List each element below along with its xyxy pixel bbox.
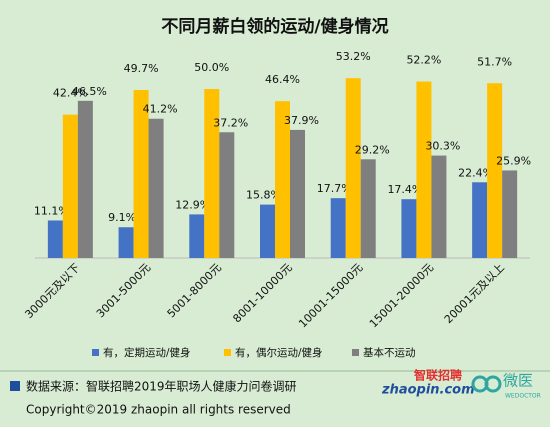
chart-title: 不同月薪白领的运动/健身情况 (161, 16, 388, 37)
data-label: 15.8% (246, 189, 281, 202)
bar (260, 204, 275, 258)
data-label: 41.2% (143, 103, 178, 116)
data-label: 12.9% (175, 198, 210, 211)
data-label: 22.4% (458, 166, 493, 179)
data-label: 25.9% (496, 154, 531, 167)
data-label: 9.1% (108, 211, 136, 224)
legend-label: 有，定期运动/健身 (103, 346, 191, 359)
data-label: 49.7% (124, 62, 159, 75)
bar (290, 129, 305, 258)
bar (204, 89, 220, 258)
bar (330, 198, 346, 258)
legend-label: 有，偶尔运动/健身 (235, 346, 323, 359)
bar (275, 101, 290, 258)
bar (487, 83, 503, 258)
bar (219, 132, 235, 258)
bar (431, 155, 447, 258)
bar (360, 159, 376, 258)
bar (47, 220, 63, 258)
data-label: 37.9% (284, 114, 319, 127)
bar (472, 182, 488, 258)
data-label: 51.7% (477, 55, 512, 68)
logo-domain: zhaopin.com (381, 383, 475, 398)
data-label: 11.1% (34, 204, 69, 217)
source: 数据来源：智联招聘2019年职场人健康力问卷调研 (26, 379, 297, 394)
data-label: 50.0% (194, 61, 229, 74)
x-tick-label: 8001-10000元 (230, 261, 294, 325)
x-tick-label: 3000元及以下 (22, 261, 82, 321)
x-tick-label: 10001-15000元 (296, 261, 365, 330)
source-bullet (10, 381, 20, 391)
logo-brand: 智联招聘 (413, 368, 462, 383)
data-label: 42.4% (53, 87, 88, 100)
legend-swatch (92, 349, 99, 356)
bar (416, 81, 432, 259)
copyright: Copyright©2019 zhaopin all rights reserv… (26, 403, 291, 417)
bar (502, 170, 518, 258)
logo-partner-en: WEDOCTOR (505, 393, 541, 400)
data-label: 46.4% (265, 73, 300, 86)
bar (118, 227, 134, 258)
data-label: 52.2% (406, 54, 441, 67)
bar (77, 100, 93, 258)
x-tick-label: 5001-8000元 (165, 261, 224, 320)
data-label: 30.3% (425, 140, 460, 153)
data-label: 29.2% (355, 143, 390, 156)
data-label: 46.5% (72, 85, 107, 98)
data-label: 53.2% (336, 50, 371, 63)
x-tick-label: 20001元及以上 (442, 261, 507, 326)
x-tick-label: 15001-20000元 (367, 261, 436, 330)
bar (148, 118, 164, 258)
bar (133, 90, 149, 258)
data-label: 17.4% (387, 183, 422, 196)
data-label: 37.2% (213, 116, 248, 129)
logo-icon (484, 375, 502, 393)
logo-partner: 微医 (503, 372, 533, 390)
legend-swatch (352, 349, 359, 356)
data-label: 17.7% (317, 182, 352, 195)
bar (189, 214, 205, 258)
legend-swatch (224, 349, 231, 356)
legend-label: 基本不运动 (363, 346, 416, 359)
bar (345, 78, 361, 259)
bar (62, 114, 78, 258)
x-tick-label: 3001-5000元 (94, 261, 153, 320)
bar (401, 199, 417, 258)
